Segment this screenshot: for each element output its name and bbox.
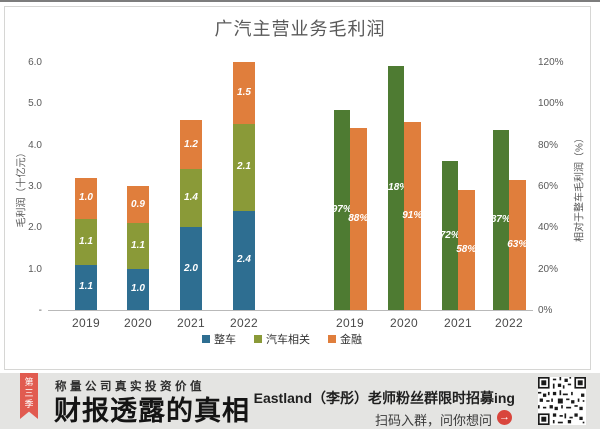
bar-value-label: 72% (439, 229, 460, 241)
x-axis-label: 2022 (495, 316, 523, 330)
bar (509, 179, 526, 310)
bar-value-label: 88% (348, 213, 369, 225)
bar-value-label: 91% (402, 209, 423, 221)
bar-value-label: 63% (507, 238, 528, 250)
y-tick-label: 3.0 (28, 181, 42, 192)
legend-swatch-icon (254, 335, 262, 343)
bar-segment (233, 210, 255, 310)
bar-value-label: 87% (490, 214, 511, 226)
bar-segment-label: 1.2 (184, 138, 198, 150)
season-ribbon-label: 第三季 (23, 377, 34, 410)
bar-segment-label: 0.9 (131, 198, 145, 210)
y-tick-label: 60% (538, 181, 559, 192)
y-tick-label: 6.0 (28, 57, 42, 68)
bar-value-label: 58% (456, 244, 477, 256)
legend-item: 金融 (328, 331, 362, 347)
legend-label: 汽车相关 (266, 334, 310, 346)
y-tick-label: 5.0 (28, 98, 42, 110)
bar-value-label: 97% (331, 203, 352, 215)
bar (333, 109, 350, 310)
bar-segment (233, 62, 255, 124)
bar-value-label: 118% (383, 182, 409, 194)
bar-segment (127, 186, 149, 224)
bar-segment-label: 1.4 (184, 192, 198, 204)
x-axis-label: 2021 (177, 316, 205, 330)
bar-segment (75, 264, 97, 310)
bar-segment-label: 2.1 (237, 161, 251, 173)
legend-label: 金融 (340, 334, 362, 346)
bar-segment-label: 2.0 (184, 262, 198, 274)
y-tick-label: 4.0 (28, 139, 42, 151)
legend-item: 汽车相关 (254, 331, 310, 347)
bar-segment-label: 1.0 (131, 283, 145, 295)
top-border (0, 0, 600, 2)
y-tick-label: 0% (538, 305, 553, 316)
bar-segment-label: 2.4 (237, 254, 251, 266)
arrow-right-circle-icon[interactable]: → (497, 410, 512, 425)
bar (350, 128, 367, 310)
bar (458, 190, 475, 310)
bar (441, 161, 458, 310)
y-tick-label: 20% (538, 263, 559, 275)
x-axis-line (48, 310, 533, 311)
chart-legend: 整车 汽车相关 金融 (202, 331, 362, 347)
x-axis-label: 2020 (390, 316, 418, 330)
bar-segment (127, 223, 149, 269)
season-ribbon: 第三季 (20, 373, 38, 419)
x-axis-label: 2020 (124, 316, 152, 330)
y-tick-label: 120% (538, 57, 564, 68)
bar (404, 121, 421, 310)
chart-title: 广汽主营业务毛利润 (214, 19, 386, 39)
qr-code-image (538, 377, 586, 425)
bar (492, 130, 509, 310)
y-tick-label: 40% (538, 222, 559, 234)
x-axis-label: 2019 (336, 316, 364, 330)
bar-segment-label: 1.5 (237, 87, 251, 98)
y-tick-label: 1.0 (28, 263, 42, 275)
banner-tagline: 称量公司真实投资价值 (55, 381, 205, 393)
y-tick-label: 2.0 (28, 222, 42, 234)
bar-segment (180, 169, 202, 228)
bar-segment (127, 268, 149, 310)
bar-segment-label: 1.1 (79, 235, 93, 247)
x-axis-label: 2022 (230, 316, 258, 330)
y-tick-label: 80% (538, 139, 559, 151)
bar-segment (75, 219, 97, 265)
banner-headline: 财报透露的真相 (54, 396, 250, 426)
promo-banner: 第三季 称量公司真实投资价值 财报透露的真相 Eastland（李彤）老师粉丝群… (0, 373, 600, 429)
bar-segment (75, 177, 97, 220)
bar-segment (180, 227, 202, 310)
y-tick-label: - (38, 305, 42, 316)
bar-segment-label: 1.1 (79, 281, 93, 293)
x-axis-label: 2021 (444, 316, 472, 330)
promo-title: Eastland（李彤）老师粉丝群限时招募ing (253, 390, 515, 406)
legend-label: 整车 (214, 334, 236, 346)
bar-segment (180, 119, 202, 170)
legend-swatch-icon (328, 335, 336, 343)
bar-segment-label: 1.1 (131, 239, 145, 251)
bar-segment-label: 1.0 (79, 192, 93, 204)
bar-segment (233, 124, 255, 211)
promo-cta: 扫码入群，问你想问 (374, 413, 492, 428)
legend-item: 整车 (202, 331, 236, 347)
qr-code[interactable] (538, 377, 586, 425)
legend-swatch-icon (202, 335, 210, 343)
y-tick-label: 100% (538, 98, 564, 110)
bar (387, 66, 404, 310)
x-axis-label: 2019 (72, 316, 100, 330)
